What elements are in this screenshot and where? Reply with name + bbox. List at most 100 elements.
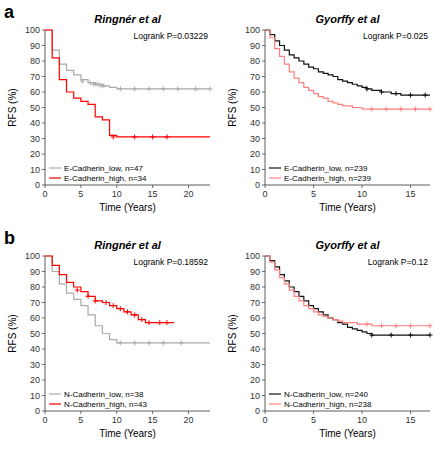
y-tick-label: 40 bbox=[250, 344, 260, 354]
y-tick-label: 50 bbox=[250, 329, 260, 339]
x-tick-label: 15 bbox=[148, 415, 158, 425]
y-tick bbox=[42, 349, 45, 350]
legend-label: E-Cadherin_low, n=47 bbox=[64, 164, 143, 173]
censor-mark bbox=[208, 86, 213, 91]
x-tick bbox=[265, 185, 266, 188]
censor-mark bbox=[132, 86, 137, 91]
y-tick-label: 30 bbox=[30, 134, 40, 144]
y-tick bbox=[42, 302, 45, 303]
censor-mark bbox=[147, 320, 152, 325]
censor-mark bbox=[394, 323, 399, 328]
censor-mark bbox=[408, 93, 413, 98]
y-tick-label: 20 bbox=[30, 375, 40, 385]
legend-label: N-Cadherin_high, n=238 bbox=[284, 400, 372, 409]
y-tick bbox=[262, 380, 265, 381]
y-tick bbox=[262, 185, 265, 186]
legend-swatch bbox=[269, 403, 281, 404]
censor-mark bbox=[364, 322, 369, 327]
y-tick-label: 30 bbox=[30, 360, 40, 370]
y-tick bbox=[262, 138, 265, 139]
y-tick bbox=[262, 287, 265, 288]
survival-curve bbox=[45, 30, 210, 89]
title: Gyorffy et al bbox=[316, 239, 381, 251]
censor-mark bbox=[394, 91, 399, 96]
x-axis-label: Time (Years) bbox=[99, 202, 156, 213]
x-axis-label: Time (Years) bbox=[99, 428, 156, 439]
panel: 051015200102030405060708090100Time (Year… bbox=[4, 2, 213, 213]
censor-mark bbox=[384, 107, 389, 112]
censor-mark bbox=[86, 294, 91, 299]
x-tick bbox=[410, 411, 411, 414]
y-tick bbox=[262, 123, 265, 124]
y-tick bbox=[262, 302, 265, 303]
censor-mark bbox=[379, 90, 384, 95]
legend: E-Cadherin_low, n=239E-Cadherin_high, n=… bbox=[269, 164, 372, 183]
y-tick bbox=[262, 92, 265, 93]
y-tick-label: 60 bbox=[30, 87, 40, 97]
y-tick-label: 60 bbox=[250, 87, 260, 97]
legend-label: N-Cadherin_low, n=240 bbox=[284, 390, 368, 399]
y-tick bbox=[42, 169, 45, 170]
x-tick-label: 15 bbox=[406, 189, 416, 199]
y-tick bbox=[262, 364, 265, 365]
y-tick-label: 60 bbox=[250, 313, 260, 323]
survival-curve bbox=[45, 30, 210, 137]
x-tick-label: 10 bbox=[357, 415, 367, 425]
x-tick bbox=[188, 185, 189, 188]
y-tick bbox=[262, 271, 265, 272]
censor-mark bbox=[80, 79, 85, 84]
y-tick bbox=[42, 107, 45, 108]
censor-mark bbox=[408, 323, 413, 328]
y-tick-label: 10 bbox=[30, 391, 40, 401]
panel: 051015200102030405060708090100Time (Year… bbox=[4, 228, 210, 439]
censor-mark bbox=[389, 333, 394, 338]
y-tick-label: 50 bbox=[30, 103, 40, 113]
plot-area bbox=[45, 30, 213, 139]
x-tick bbox=[116, 411, 117, 414]
title: Gyorffy et al bbox=[316, 13, 381, 25]
survival-curve bbox=[45, 256, 210, 343]
y-tick-label: 100 bbox=[245, 251, 260, 261]
censor-mark bbox=[93, 298, 98, 303]
y-tick-label: 90 bbox=[250, 41, 260, 51]
censor-mark bbox=[423, 93, 428, 98]
y-axis-label: RFS (%) bbox=[7, 314, 18, 352]
x-tick-label: 20 bbox=[183, 415, 193, 425]
plot-area bbox=[265, 30, 433, 112]
y-tick bbox=[42, 154, 45, 155]
censor-mark bbox=[150, 134, 155, 139]
annotation: Logrank P=0.025 bbox=[363, 31, 428, 41]
plot-area bbox=[265, 256, 433, 338]
panel-label: a bbox=[4, 2, 15, 22]
x-tick-label: 10 bbox=[112, 189, 122, 199]
y-tick bbox=[262, 395, 265, 396]
censor-mark bbox=[164, 134, 169, 139]
censor-mark bbox=[132, 340, 137, 345]
censor-mark bbox=[161, 340, 166, 345]
y-tick-label: 40 bbox=[30, 344, 40, 354]
x-axis bbox=[265, 411, 430, 412]
y-tick-label: 40 bbox=[250, 118, 260, 128]
x-tick bbox=[410, 185, 411, 188]
y-tick-label: 0 bbox=[255, 180, 260, 190]
censor-mark bbox=[118, 86, 123, 91]
x-axis bbox=[45, 411, 210, 412]
y-tick-label: 20 bbox=[250, 375, 260, 385]
x-tick-label: 0 bbox=[42, 415, 47, 425]
legend-swatch bbox=[269, 167, 281, 168]
x-tick-label: 5 bbox=[78, 189, 83, 199]
y-tick-label: 70 bbox=[250, 298, 260, 308]
legend-swatch bbox=[269, 177, 281, 178]
x-tick-label: 20 bbox=[183, 189, 193, 199]
x-tick bbox=[80, 411, 81, 414]
censor-mark bbox=[125, 309, 130, 314]
x-tick bbox=[80, 185, 81, 188]
x-tick bbox=[265, 411, 266, 414]
x-tick-label: 5 bbox=[311, 189, 316, 199]
y-tick-label: 0 bbox=[35, 180, 40, 190]
censor-mark bbox=[75, 288, 80, 293]
y-tick bbox=[42, 333, 45, 334]
censor-mark bbox=[428, 323, 433, 328]
x-axis-label: Time (Years) bbox=[319, 428, 376, 439]
y-tick bbox=[42, 76, 45, 77]
